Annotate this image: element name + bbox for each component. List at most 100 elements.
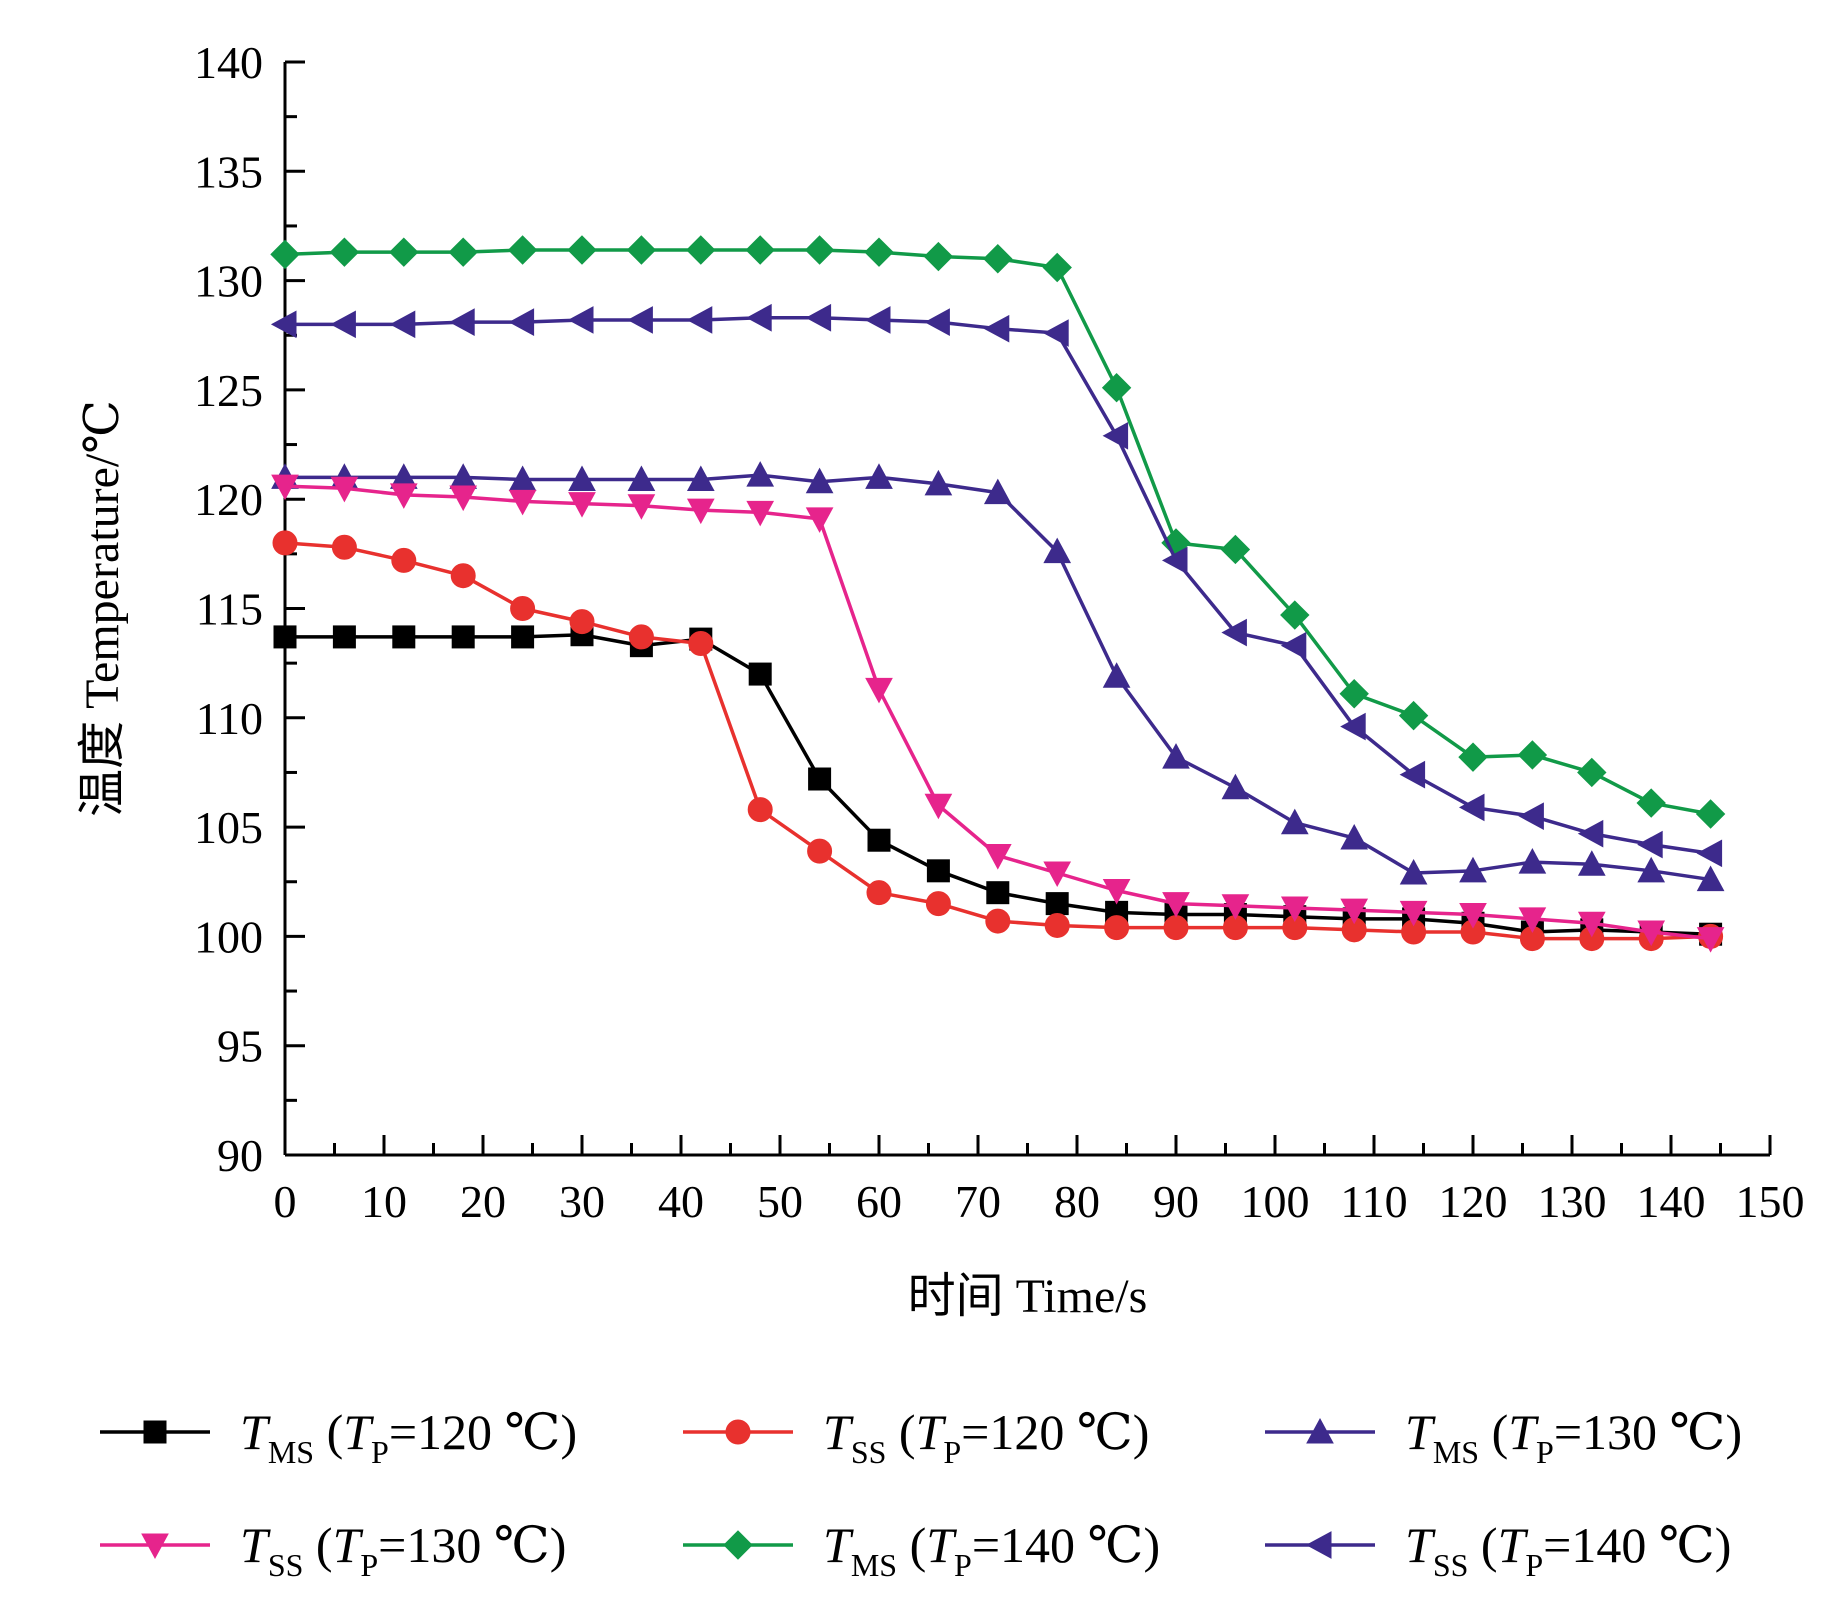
x-tick-label: 70: [955, 1176, 1001, 1227]
data-point: [449, 308, 475, 336]
data-point: [389, 483, 418, 509]
data-point: [1042, 252, 1072, 283]
x-tick-label: 40: [658, 1176, 704, 1227]
data-point: [1162, 892, 1190, 918]
data-point: [329, 237, 360, 267]
data-point: [1162, 743, 1190, 769]
data-point: [1280, 631, 1307, 660]
data-point: [924, 308, 950, 336]
data-point: [1043, 319, 1069, 347]
data-point: [389, 237, 419, 267]
data-point: [389, 310, 416, 339]
series-line: [285, 316, 1711, 856]
series-line: [284, 484, 1711, 941]
legend-item: TSS (TP=140 ℃): [1265, 1517, 1731, 1583]
data-point: [1399, 858, 1428, 885]
data-point: [1637, 830, 1663, 859]
data-point: [865, 677, 893, 704]
data-point: [805, 507, 834, 533]
data-point: [1637, 856, 1666, 883]
data-point: [805, 303, 832, 332]
data-point: [1518, 802, 1544, 831]
data-point: [985, 908, 1011, 934]
series-line: [285, 473, 1711, 882]
data-point: [746, 461, 775, 487]
x-tick-label: 130: [1538, 1176, 1607, 1227]
legend-label: TMS (TP=120 ℃): [240, 1404, 577, 1470]
data-point: [1399, 900, 1428, 927]
data-point: [332, 625, 356, 649]
data-point: [1102, 662, 1131, 688]
data-point: [270, 310, 297, 339]
x-tick-label: 20: [460, 1176, 506, 1227]
data-point: [569, 609, 595, 635]
y-tick-label: 110: [196, 693, 263, 744]
data-point: [688, 630, 714, 656]
y-tick-label: 105: [194, 802, 263, 853]
data-point: [1161, 546, 1188, 575]
data-point: [1459, 903, 1487, 929]
data-point: [1517, 740, 1548, 770]
data-point: [1637, 920, 1666, 947]
data-point: [1459, 856, 1487, 883]
x-tick-label: 110: [1340, 1176, 1407, 1227]
x-tick-label: 10: [361, 1176, 407, 1227]
data-point: [1221, 773, 1250, 800]
data-point: [330, 476, 359, 503]
data-point: [1220, 534, 1251, 565]
x-tick-label: 150: [1736, 1176, 1805, 1227]
legend-swatch-marker: [143, 1420, 167, 1444]
data-point: [1399, 760, 1426, 789]
data-point: [567, 235, 597, 265]
data-point: [627, 306, 653, 334]
data-point: [1280, 600, 1310, 630]
data-point: [864, 237, 894, 267]
series-line: [284, 541, 1711, 941]
data-point: [747, 797, 773, 823]
data-point: [511, 625, 535, 649]
data-point: [628, 624, 654, 650]
data-point: [1102, 878, 1131, 905]
x-tick-label: 100: [1241, 1176, 1310, 1227]
data-point: [686, 498, 715, 525]
data-point: [924, 793, 953, 820]
data-point: [746, 303, 772, 332]
data-point: [392, 625, 416, 649]
data-point: [1280, 896, 1309, 923]
legend-item: TMS (TP=120 ℃): [100, 1404, 577, 1470]
data-point: [1280, 808, 1309, 835]
data-point: [627, 494, 656, 520]
y-tick-label: 130: [194, 256, 263, 307]
data-point: [1339, 679, 1369, 709]
data-point: [983, 314, 1010, 343]
y-tick-label: 125: [194, 365, 263, 416]
data-point: [1163, 915, 1189, 941]
y-tick-label: 90: [217, 1130, 263, 1181]
legend-item: TSS (TP=130 ℃): [100, 1517, 566, 1583]
data-point: [1102, 421, 1129, 450]
data-point: [1577, 911, 1606, 938]
series-5: [270, 235, 1726, 829]
data-point: [1577, 850, 1606, 876]
data-point: [1043, 537, 1072, 564]
data-point: [1340, 823, 1369, 850]
y-tick-label: 95: [217, 1021, 263, 1072]
data-point: [807, 838, 833, 864]
y-tick-label: 100: [194, 911, 263, 962]
data-point: [1636, 788, 1666, 818]
data-point: [448, 237, 478, 267]
y-tick-label: 120: [194, 474, 263, 525]
legend: TMS (TP=120 ℃) TSS (TP=120 ℃) TMS (TP=130 …: [100, 1404, 1742, 1583]
data-point: [748, 662, 772, 686]
legend-label: TMS (TP=140 ℃): [823, 1517, 1160, 1583]
data-point: [746, 500, 775, 527]
legend-item: TSS (TP=120 ℃): [683, 1404, 1149, 1470]
data-point: [686, 306, 713, 334]
data-point: [864, 306, 891, 334]
data-point: [391, 547, 417, 573]
data-point: [1101, 373, 1132, 403]
series-layer: [270, 235, 1726, 953]
legend-swatch-marker: [723, 1530, 753, 1560]
series-2: [272, 530, 1724, 952]
